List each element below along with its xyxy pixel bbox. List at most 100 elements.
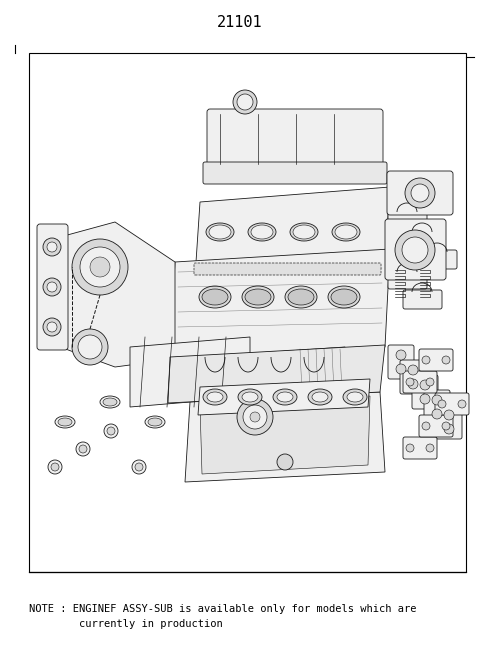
Circle shape [426,444,434,452]
Ellipse shape [277,392,293,402]
FancyBboxPatch shape [387,171,453,215]
Circle shape [432,395,442,405]
Polygon shape [130,337,250,407]
Circle shape [243,405,267,429]
FancyBboxPatch shape [385,219,446,280]
Ellipse shape [242,286,274,308]
Circle shape [422,422,430,430]
Polygon shape [185,392,385,482]
Ellipse shape [248,223,276,241]
Polygon shape [168,345,385,403]
FancyBboxPatch shape [436,405,462,439]
Ellipse shape [103,398,117,406]
Polygon shape [60,222,175,367]
Ellipse shape [251,225,273,239]
Ellipse shape [199,286,231,308]
Text: 21101: 21101 [217,16,263,30]
Circle shape [107,427,115,435]
Ellipse shape [285,286,317,308]
Circle shape [402,237,428,263]
FancyBboxPatch shape [37,224,68,350]
FancyBboxPatch shape [400,360,426,394]
Circle shape [135,463,143,471]
Polygon shape [200,347,345,411]
Ellipse shape [58,418,72,426]
Ellipse shape [100,396,120,408]
FancyBboxPatch shape [388,210,427,229]
Circle shape [396,364,406,374]
Circle shape [405,178,435,208]
Ellipse shape [312,392,328,402]
FancyBboxPatch shape [403,290,442,309]
Polygon shape [195,187,390,277]
Circle shape [396,350,406,360]
Circle shape [132,460,146,474]
Ellipse shape [293,225,315,239]
Ellipse shape [145,416,165,428]
Circle shape [72,239,128,295]
Ellipse shape [288,289,314,305]
Ellipse shape [328,286,360,308]
Circle shape [426,378,434,386]
Circle shape [442,422,450,430]
Polygon shape [198,379,370,415]
Circle shape [104,424,118,438]
Circle shape [43,278,61,296]
Ellipse shape [148,418,162,426]
Circle shape [78,335,102,359]
Ellipse shape [202,289,228,305]
Circle shape [47,322,57,332]
FancyBboxPatch shape [424,390,450,424]
Text: currently in production: currently in production [29,619,223,629]
Polygon shape [170,249,390,359]
Ellipse shape [273,389,297,405]
Circle shape [79,445,87,453]
FancyBboxPatch shape [403,437,437,459]
Ellipse shape [55,416,75,428]
FancyBboxPatch shape [388,345,414,379]
Circle shape [277,454,293,470]
Polygon shape [200,396,370,474]
Circle shape [438,400,446,408]
FancyBboxPatch shape [435,393,469,415]
Circle shape [43,238,61,256]
FancyBboxPatch shape [403,371,437,393]
Ellipse shape [209,225,231,239]
Circle shape [237,399,273,435]
FancyBboxPatch shape [412,375,438,409]
Ellipse shape [335,225,357,239]
Circle shape [422,356,430,364]
Circle shape [51,463,59,471]
FancyBboxPatch shape [194,263,381,275]
Circle shape [420,380,430,390]
Circle shape [442,356,450,364]
FancyBboxPatch shape [388,270,427,289]
FancyBboxPatch shape [418,250,457,269]
Circle shape [90,257,110,277]
FancyBboxPatch shape [203,162,387,184]
Circle shape [43,318,61,336]
Circle shape [48,460,62,474]
Circle shape [237,94,253,110]
Circle shape [420,394,430,404]
Ellipse shape [238,389,262,405]
FancyBboxPatch shape [207,109,383,170]
Circle shape [406,378,414,386]
Ellipse shape [245,289,271,305]
Ellipse shape [207,392,223,402]
FancyBboxPatch shape [419,415,453,437]
Circle shape [411,184,429,202]
Ellipse shape [343,389,367,405]
Circle shape [250,412,260,422]
Ellipse shape [331,289,357,305]
Circle shape [408,379,418,389]
Circle shape [408,365,418,375]
Ellipse shape [308,389,332,405]
Circle shape [47,242,57,252]
Circle shape [432,409,442,419]
Circle shape [395,230,435,270]
Circle shape [233,90,257,114]
Ellipse shape [347,392,363,402]
Circle shape [76,442,90,456]
Ellipse shape [203,389,227,405]
